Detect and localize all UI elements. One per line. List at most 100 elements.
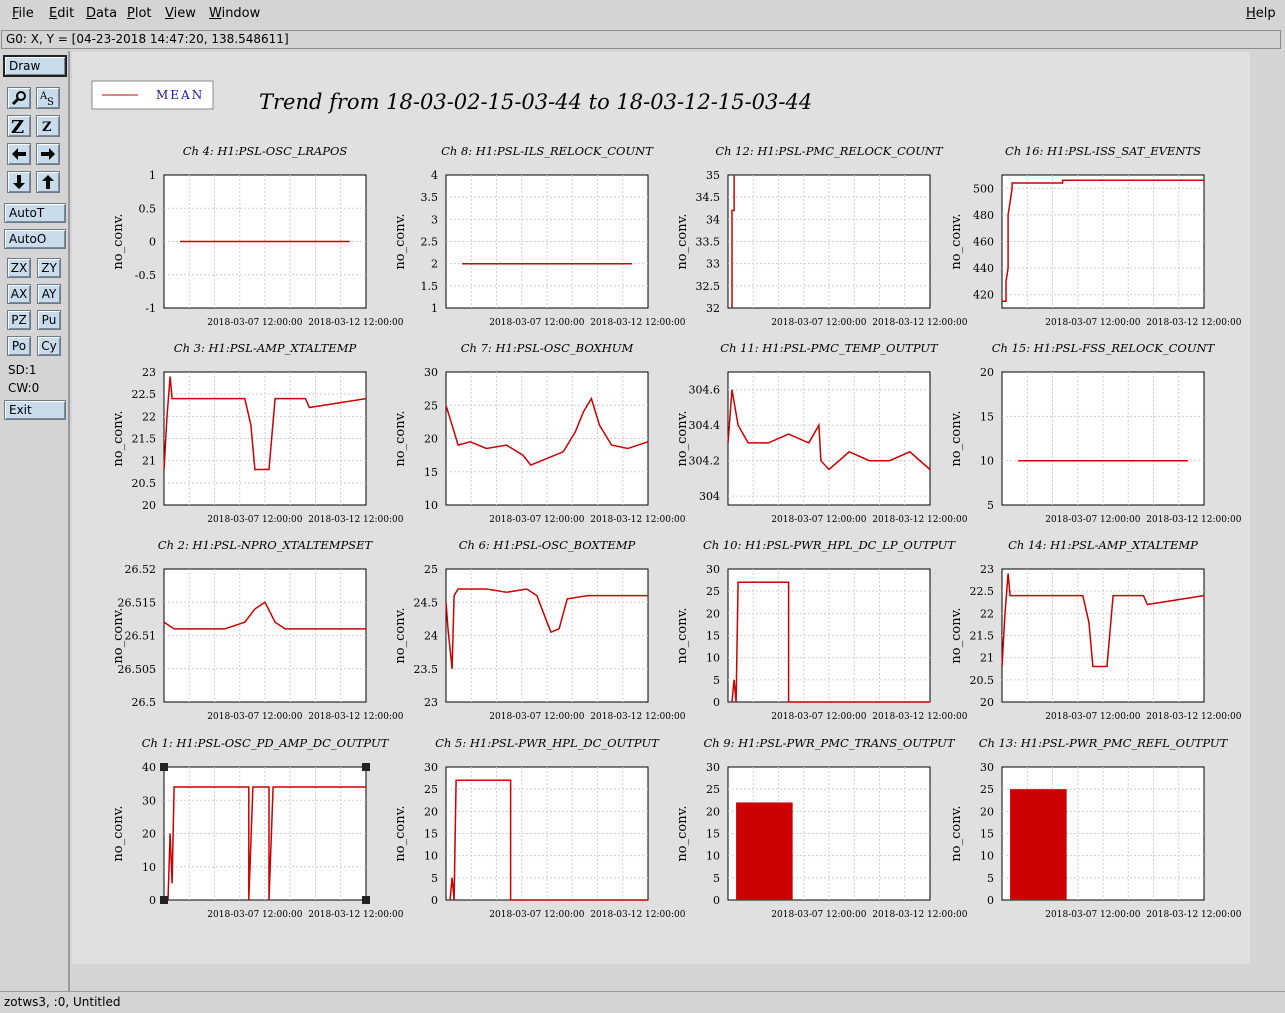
y-tick-label: 33 (706, 258, 720, 271)
plot-frame[interactable] (727, 371, 931, 506)
x-tick-label: 2018-03-07 12:00:00 (771, 515, 866, 525)
zx-button[interactable]: ZX (7, 258, 31, 278)
x-tick-label: 2018-03-07 12:00:00 (207, 515, 302, 525)
menu-help[interactable]: Help (1246, 6, 1276, 21)
chart-title: Ch 12: H1:PSL-PMC_RELOCK_COUNT (715, 144, 944, 158)
y-tick-label: 23 (142, 366, 156, 379)
chart-title: Ch 3: H1:PSL-AMP_XTALTEMP (174, 341, 357, 355)
arrow-down-icon[interactable] (7, 171, 31, 193)
data-line (445, 396, 649, 467)
cy-button[interactable]: Cy (37, 336, 61, 356)
y-axis-label: no_conv. (393, 213, 408, 269)
y-tick-label: 3.5 (421, 191, 439, 204)
chart-2: 4 3.5 3 2.5 2 1.5 1 Ch 8: H1:PSL-ILS_RELOCK_COU… (393, 144, 686, 328)
arrow-left-icon[interactable] (7, 143, 31, 165)
chart-title: Ch 8: H1:PSL-ILS_RELOCK_COUNT (441, 144, 654, 158)
chart-4: 500 480 460 440 420 Ch 16: H1:PSL-ISS_SAT_EVE… (949, 144, 1242, 328)
x-tick-label: 2018-03-12 12:00:00 (590, 318, 685, 328)
chart-title: Ch 10: H1:PSL-PWR_HPL_DC_LP_OUTPUT (703, 538, 956, 552)
data-line (1002, 179, 1204, 303)
selection-handle[interactable] (160, 896, 168, 904)
y-tick-label: 2.5 (421, 236, 439, 249)
main-title: Trend from 18-03-02-15-03-44 to 18-03-12… (259, 90, 812, 114)
y-tick-label: 0 (987, 894, 994, 907)
selection-handle[interactable] (160, 763, 168, 771)
svg-text:Z: Z (11, 117, 24, 135)
zy-button[interactable]: ZY (37, 258, 61, 278)
selection-handle[interactable] (362, 896, 370, 904)
plot-frame[interactable] (1001, 371, 1205, 506)
pz-button[interactable]: PZ (7, 310, 31, 330)
y-tick-label: 23 (424, 696, 438, 709)
chart-title: Ch 16: H1:PSL-ISS_SAT_EVENTS (1005, 144, 1201, 158)
x-tick-label: 2018-03-07 12:00:00 (1045, 318, 1140, 328)
x-tick-label: 2018-03-07 12:00:00 (207, 318, 302, 328)
menu-plot[interactable]: Plot (127, 6, 152, 21)
zoom-z-small-icon[interactable]: Z (36, 115, 60, 137)
x-tick-label: 2018-03-07 12:00:00 (489, 910, 584, 920)
y-tick-label: 25 (980, 783, 994, 796)
chart-title: Ch 5: H1:PSL-PWR_HPL_DC_OUTPUT (435, 736, 660, 750)
x-tick-label: 2018-03-07 12:00:00 (1045, 910, 1140, 920)
data-line (449, 779, 648, 901)
y-tick-label: 20 (706, 607, 720, 620)
y-tick-label: 26.5 (132, 696, 157, 709)
autot-button[interactable]: AutoT (4, 203, 66, 223)
y-tick-label: 33.5 (696, 236, 721, 249)
pu-button[interactable]: Pu (37, 310, 61, 330)
chart-9: 26.52 26.515 26.51 26.505 26.5 Ch 2: H1:PSL-N… (111, 538, 404, 722)
exit-button[interactable]: Exit (4, 400, 66, 420)
y-axis-label: no_conv. (111, 213, 126, 269)
magnify-icon[interactable] (7, 87, 31, 109)
arrow-up-icon[interactable] (36, 171, 60, 193)
y-tick-label: -0.5 (135, 269, 156, 282)
y-axis-label: no_conv. (949, 607, 964, 663)
menu-window[interactable]: Window (209, 6, 261, 21)
legend-box: MEAN (91, 80, 214, 110)
menu-data[interactable]: Data (86, 6, 118, 21)
y-axis-label: no_conv. (393, 410, 408, 466)
x-tick-label: 2018-03-07 12:00:00 (489, 515, 584, 525)
menu-file[interactable]: File (12, 6, 34, 21)
y-axis-label: no_conv. (949, 410, 964, 466)
draw-button[interactable]: Draw (3, 55, 67, 77)
ax-button[interactable]: AX (7, 284, 31, 304)
trend-plots: MEAN Trend from 18-03-02-15-03-44 to 18-… (91, 80, 1242, 920)
y-tick-label: 23.5 (414, 663, 439, 676)
chart-12: 23 22.5 22 21.5 21 20.5 20 Ch 14: H1:PSL-AMP_XT… (949, 538, 1242, 722)
y-tick-label: 15 (980, 410, 994, 423)
y-tick-label: 0 (149, 894, 156, 907)
y-tick-label: 30 (424, 761, 438, 774)
x-tick-label: 2018-03-12 12:00:00 (590, 515, 685, 525)
x-tick-label: 2018-03-07 12:00:00 (771, 318, 866, 328)
chart-1: 1 0.5 0 -0.5 -1 Ch 4: H1:PSL-OSC_LRAPOS no_con… (111, 144, 404, 328)
y-tick-label: 0.5 (139, 202, 157, 215)
autoo-button[interactable]: AutoO (4, 229, 66, 249)
y-axis-label: no_conv. (111, 607, 126, 663)
cursor-readout: G0: X, Y = [04-23-2018 14:47:20, 138.548… (1, 30, 1281, 49)
chart-title: Ch 14: H1:PSL-AMP_XTALTEMP (1008, 538, 1198, 552)
x-tick-label: 2018-03-07 12:00:00 (207, 910, 302, 920)
y-tick-label: 24 (424, 630, 438, 643)
y-tick-label: 25 (706, 783, 720, 796)
y-tick-label: 25 (424, 563, 438, 576)
po-button[interactable]: Po (7, 336, 31, 356)
menu-view[interactable]: View (165, 6, 196, 21)
y-tick-label: 20 (142, 828, 156, 841)
y-axis-label: no_conv. (675, 410, 690, 466)
zoom-z-icon[interactable]: Z (7, 115, 31, 137)
menu-edit[interactable]: Edit (49, 6, 75, 21)
ay-button[interactable]: AY (37, 284, 61, 304)
arrow-right-icon[interactable] (36, 143, 60, 165)
cw-label: CW:0 (8, 381, 40, 395)
x-tick-label: 2018-03-12 12:00:00 (1146, 910, 1241, 920)
x-tick-label: 2018-03-12 12:00:00 (308, 910, 403, 920)
selection-handle[interactable] (362, 763, 370, 771)
y-tick-label: 34 (706, 213, 720, 226)
data-line (445, 588, 648, 669)
y-tick-label: 5 (713, 872, 720, 885)
chart-8: 20 15 10 5 Ch 15: H1:PSL-FSS_RELOCK_COUNT no_… (949, 341, 1242, 525)
y-tick-label: 21 (142, 455, 156, 468)
y-tick-label: 30 (980, 761, 994, 774)
